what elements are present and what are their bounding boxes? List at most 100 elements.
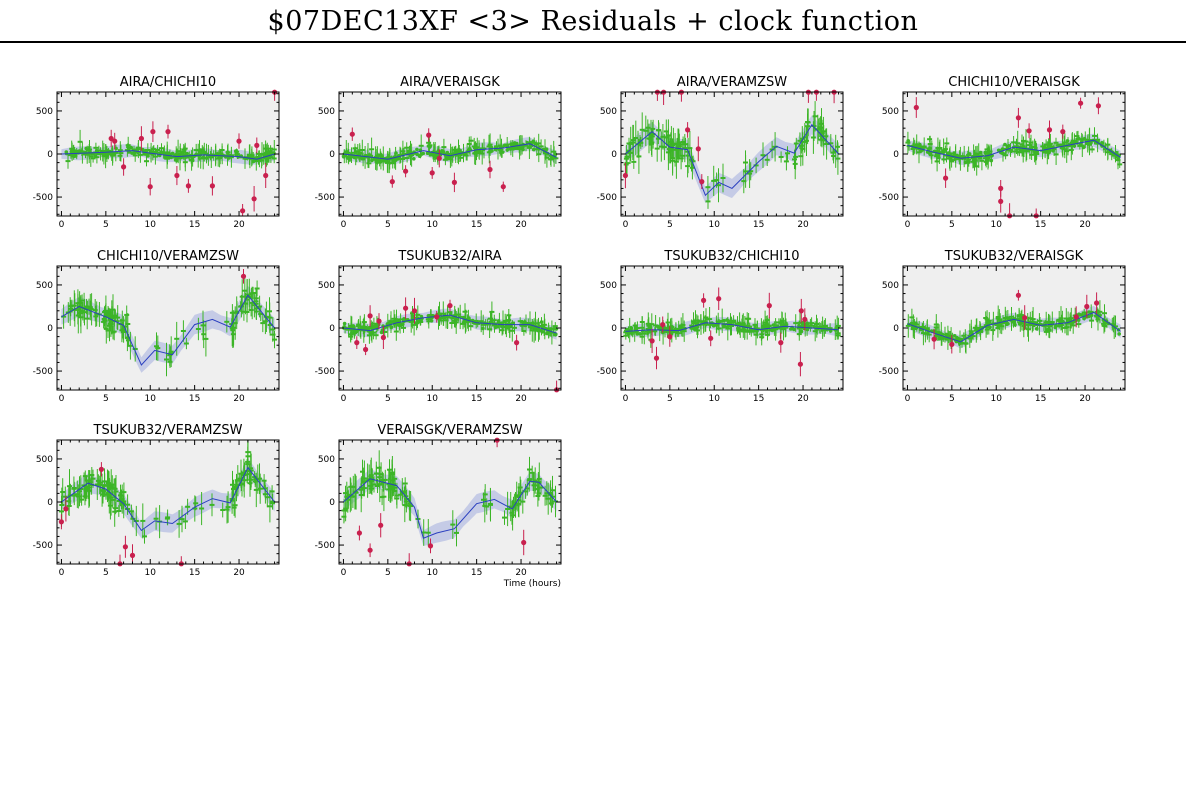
residual-point <box>531 321 535 325</box>
x-tick-label: 15 <box>189 220 200 230</box>
residual-point <box>915 143 920 147</box>
residual-point <box>1006 145 1010 150</box>
flagged-point <box>653 355 660 361</box>
x-tick-label: 20 <box>797 394 809 404</box>
y-tick-label: 0 <box>611 150 617 160</box>
x-tick-label: 0 <box>623 394 629 404</box>
residual-point <box>640 329 645 333</box>
residual-point <box>227 156 231 160</box>
flagged-point <box>254 142 260 148</box>
residual-point <box>658 327 663 332</box>
residual-point <box>185 151 189 156</box>
residual-point <box>799 329 804 334</box>
flagged-point <box>1094 300 1100 306</box>
x-tick-label: 10 <box>427 568 439 578</box>
flagged-point <box>147 184 153 190</box>
residual-point <box>429 153 433 157</box>
x-tick-label: 0 <box>905 220 911 230</box>
y-tick-label: 500 <box>882 107 899 117</box>
residual-point <box>544 147 549 151</box>
residual-point <box>941 150 946 154</box>
residual-point <box>352 155 357 160</box>
residual-point <box>529 325 534 330</box>
x-tick-label: 15 <box>753 394 764 404</box>
flagged-point <box>1015 115 1022 121</box>
residual-points <box>905 127 1123 176</box>
residual-point <box>79 149 84 153</box>
flagged-points <box>356 437 527 567</box>
clock-function-line <box>343 143 557 160</box>
flagged-point <box>251 196 257 202</box>
flagged-point <box>150 129 156 135</box>
plot-panel: AIRA/CHICHI10 0 5 10 15 20 -500 0 500 <box>33 75 280 230</box>
residual-point <box>401 322 405 327</box>
flagged-point <box>943 175 949 181</box>
residual-point <box>540 330 544 334</box>
flagged-point <box>58 519 64 525</box>
residual-point <box>548 327 553 331</box>
residual-point <box>1006 317 1011 321</box>
residual-point <box>93 154 98 158</box>
flagged-point <box>129 552 136 559</box>
residual-point <box>626 331 630 336</box>
flagged-point <box>1015 292 1022 298</box>
plot-title: VERAISGK/VERAMZSW <box>377 423 522 438</box>
flagged-point <box>356 530 362 536</box>
x-tick-label: 5 <box>103 568 109 578</box>
plot-panel: AIRA/VERAMZSW 0 5 10 15 20 -500 0 500 <box>597 75 844 230</box>
plot-title: AIRA/CHICHI10 <box>120 75 216 90</box>
residual-point <box>433 154 438 158</box>
residual-point <box>909 321 914 326</box>
residual-point <box>531 147 536 152</box>
y-tick-label: 0 <box>47 150 53 160</box>
residual-point <box>731 319 735 324</box>
residual-point <box>1013 323 1017 327</box>
y-tick-label: 0 <box>329 498 335 508</box>
flagged-point <box>998 185 1004 191</box>
residual-point <box>987 320 992 325</box>
plot-panel: CHICHI10/VERAISGK 0 5 10 15 20 -500 0 500 <box>879 75 1126 230</box>
flagged-point <box>998 198 1004 204</box>
residual-point <box>792 327 796 332</box>
flagged-point <box>403 168 409 174</box>
residual-point <box>1087 310 1091 314</box>
flagged-point <box>236 138 242 144</box>
y-tick-label: 0 <box>329 150 335 160</box>
residual-point <box>84 146 88 151</box>
flagged-point <box>427 543 434 549</box>
residual-point <box>129 145 133 150</box>
residual-point <box>234 149 238 153</box>
residual-point <box>950 158 954 162</box>
plot-title: CHICHI10/VERAISGK <box>948 75 1080 90</box>
y-tick-label: 500 <box>600 281 617 291</box>
residual-point <box>342 321 347 326</box>
residual-point <box>988 325 992 330</box>
residual-point <box>395 318 399 322</box>
y-tick-label: 0 <box>893 150 899 160</box>
residual-point <box>554 332 558 337</box>
residual-point <box>112 152 116 157</box>
residual-point <box>376 153 380 157</box>
clock-function-line <box>343 478 557 539</box>
x-tick-label: 10 <box>145 220 157 230</box>
flagged-point <box>349 131 355 137</box>
residual-point <box>204 156 209 160</box>
flagged-point <box>699 179 705 185</box>
y-tick-label: 0 <box>47 324 53 334</box>
y-tick-label: 500 <box>36 455 53 465</box>
flagged-point <box>122 544 128 550</box>
x-tick-label: 10 <box>427 220 439 230</box>
residual-point <box>389 325 394 329</box>
x-tick-label: 15 <box>471 568 482 578</box>
residual-point <box>1034 146 1038 150</box>
residual-point <box>967 152 972 156</box>
residual-point <box>130 151 134 155</box>
x-tick-label: 0 <box>905 394 911 404</box>
residual-point <box>505 148 510 152</box>
residual-point <box>490 149 494 153</box>
residual-point <box>467 146 472 151</box>
residual-point <box>1034 327 1039 331</box>
plot-panel: TSUKUB32/CHICHI10 0 5 10 15 20 -500 0 500 <box>597 249 844 404</box>
x-tick-label: 20 <box>233 568 245 578</box>
flagged-point <box>436 155 442 161</box>
